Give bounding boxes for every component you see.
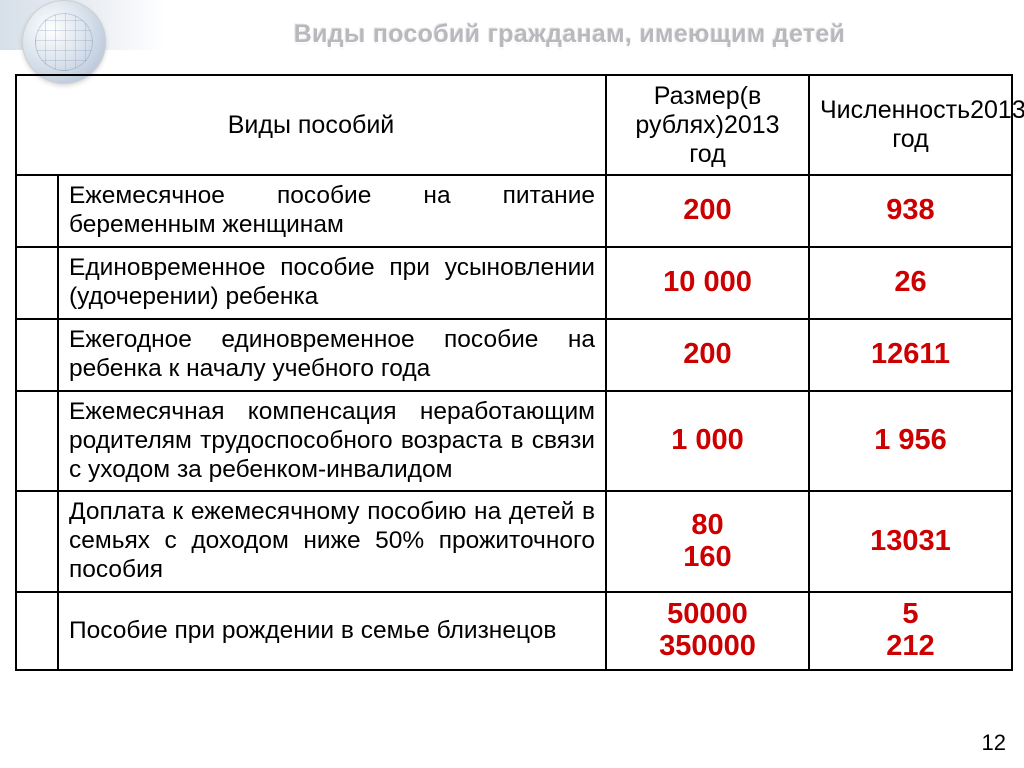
row-label: Ежегодное единовременное пособие на ребе… bbox=[58, 319, 606, 391]
row-size: 200 bbox=[606, 175, 809, 247]
row-size: 10 000 bbox=[606, 247, 809, 319]
table-row: Ежемесячная компенсация неработающим род… bbox=[16, 391, 1012, 492]
slide: Виды пособий гражданам, имеющим детей Ви… bbox=[0, 0, 1024, 768]
row-count: 13031 bbox=[809, 491, 1012, 592]
row-size: 80160 bbox=[606, 491, 809, 592]
col-header-size: Размер(в рублях)2013 год bbox=[606, 75, 809, 175]
table-row: Ежегодное единовременное пособие на ребе… bbox=[16, 319, 1012, 391]
row-spacer bbox=[16, 175, 58, 247]
benefits-table: Виды пособий Размер(в рублях)2013 год Чи… bbox=[15, 74, 1013, 671]
row-spacer bbox=[16, 491, 58, 592]
row-label: Ежемесячное пособие на питание беременны… bbox=[58, 175, 606, 247]
col-header-count: Численность2013 год bbox=[809, 75, 1012, 175]
row-label: Ежемесячная компенсация неработающим род… bbox=[58, 391, 606, 492]
row-size: 50000350000 bbox=[606, 592, 809, 670]
row-size: 200 bbox=[606, 319, 809, 391]
row-count: 26 bbox=[809, 247, 1012, 319]
table-row: Доплата к ежемесячному пособию на детей … bbox=[16, 491, 1012, 592]
row-label: Единовременное пособие при усыновлении (… bbox=[58, 247, 606, 319]
row-label: Пособие при рождении в семье близнецов bbox=[58, 592, 606, 670]
col-header-types: Виды пособий bbox=[16, 75, 606, 175]
row-spacer bbox=[16, 247, 58, 319]
row-count: 1 956 bbox=[809, 391, 1012, 492]
decorative-emblem-icon bbox=[22, 0, 106, 84]
row-count: 5212 bbox=[809, 592, 1012, 670]
page-title: Виды пособий гражданам, имеющим детей bbox=[155, 20, 984, 49]
row-label: Доплата к ежемесячному пособию на детей … bbox=[58, 491, 606, 592]
table-row: Единовременное пособие при усыновлении (… bbox=[16, 247, 1012, 319]
row-count: 12611 bbox=[809, 319, 1012, 391]
table-row: Пособие при рождении в семье близнецов 5… bbox=[16, 592, 1012, 670]
row-spacer bbox=[16, 319, 58, 391]
page-number: 12 bbox=[982, 730, 1006, 756]
table-row: Ежемесячное пособие на питание беременны… bbox=[16, 175, 1012, 247]
table-header-row: Виды пособий Размер(в рублях)2013 год Чи… bbox=[16, 75, 1012, 175]
row-spacer bbox=[16, 391, 58, 492]
row-spacer bbox=[16, 592, 58, 670]
row-count: 938 bbox=[809, 175, 1012, 247]
row-size: 1 000 bbox=[606, 391, 809, 492]
